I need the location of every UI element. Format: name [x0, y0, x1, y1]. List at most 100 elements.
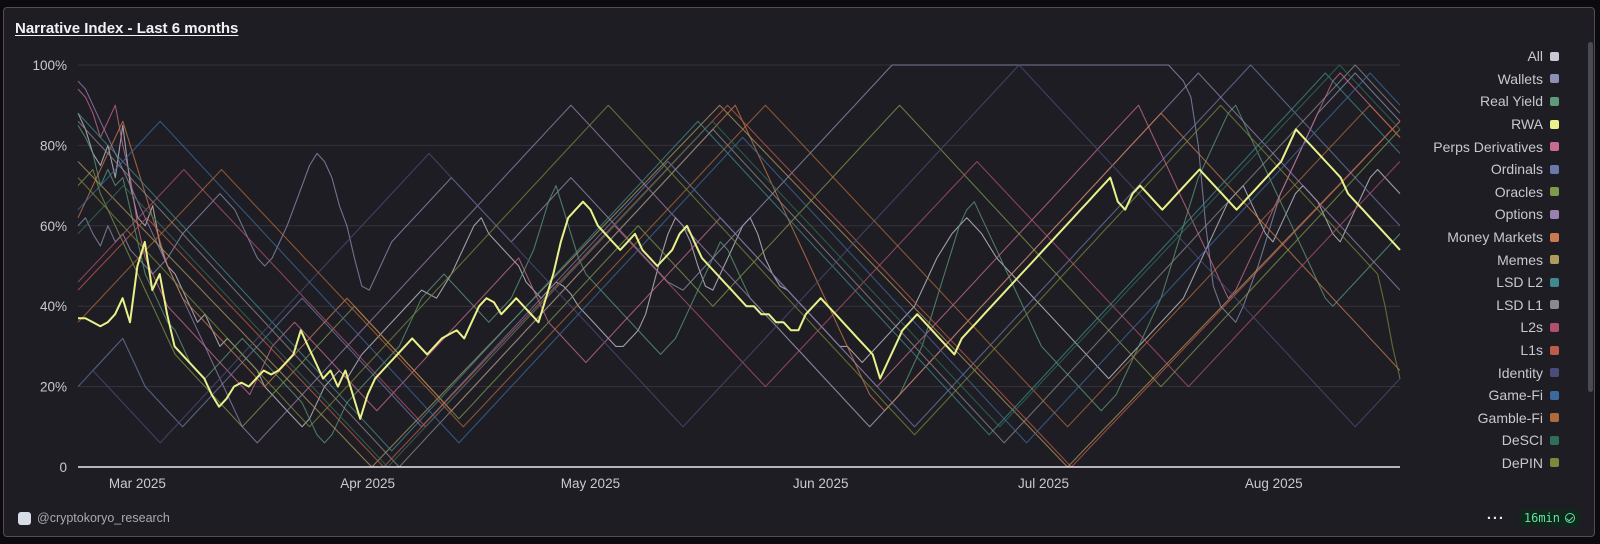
y-tick-label: 20% [40, 380, 67, 395]
more-options-button[interactable]: ··· [1486, 509, 1505, 527]
legend-item-wallets[interactable]: Wallets [1498, 68, 1559, 91]
series-line-desci [77, 64, 1401, 468]
series-line-game-fi [77, 72, 1401, 444]
refresh-badge[interactable]: 16min [1518, 509, 1580, 527]
legend-label: RWA [1511, 116, 1543, 133]
legend-scrollbar[interactable] [1588, 42, 1593, 392]
legend-swatch [1550, 74, 1559, 84]
series-line-rwa [78, 128, 1401, 420]
legend-label: L1s [1520, 342, 1543, 359]
legend-item-all[interactable]: All [1527, 45, 1559, 68]
series-line-gamble-fi [77, 104, 1401, 428]
series-line-wallets [77, 64, 1401, 323]
legend-item-perps-derivatives[interactable]: Perps Derivatives [1433, 135, 1559, 158]
legend-item-real-yield[interactable]: Real Yield [1480, 90, 1559, 113]
legend-swatch [1550, 96, 1559, 106]
series-line-lsd-l1 [77, 64, 1401, 468]
series-line-oracles [77, 104, 1401, 428]
legend-item-lsd-l2[interactable]: LSD L2 [1496, 271, 1559, 294]
legend-item-options[interactable]: Options [1495, 203, 1559, 226]
legend-swatch [1550, 345, 1559, 355]
legend-label: Gamble-Fi [1477, 409, 1543, 426]
check-circle-icon [1565, 513, 1575, 523]
legend-swatch [1550, 300, 1559, 310]
series-line-memes [77, 104, 1401, 468]
series-line-options [77, 72, 1401, 444]
legend-swatch [1550, 368, 1559, 378]
legend-item-identity[interactable]: Identity [1498, 361, 1559, 384]
legend-label: Identity [1497, 364, 1543, 381]
legend-label: Money Markets [1447, 229, 1543, 246]
legend-label: Game-Fi [1488, 387, 1543, 404]
y-tick-label: 100% [32, 58, 67, 73]
legend-swatch [1550, 322, 1559, 332]
legend-swatch [1550, 187, 1559, 197]
footer-controls: ··· 16min [1487, 509, 1580, 527]
legend-label: DeSCI [1501, 432, 1543, 449]
refresh-time: 16min [1523, 511, 1560, 525]
legend-swatch [1550, 51, 1559, 61]
legend-label: DePIN [1501, 454, 1543, 471]
legend-swatch [1550, 277, 1559, 287]
legend-label: Oracles [1494, 183, 1543, 200]
legend-swatch [1550, 255, 1559, 265]
legend-label: LSD L2 [1496, 274, 1543, 291]
series-line-perps-derivatives [77, 72, 1401, 412]
legend-label: Wallets [1497, 70, 1543, 87]
author-avatar-icon [18, 511, 31, 525]
legend: All Wallets Real Yield RWA Perps Derivatives… [1433, 45, 1559, 474]
legend-item-lsd-l1[interactable]: LSD L1 [1496, 294, 1559, 317]
legend-item-l2s[interactable]: L2s [1520, 316, 1559, 339]
legend-item-memes[interactable]: Memes [1497, 248, 1559, 271]
series-line-real-yield [77, 104, 1401, 444]
author-handle: @cryptokoryo_research [37, 511, 170, 525]
legend-item-l1s[interactable]: L1s [1520, 339, 1559, 362]
axes: 0 20% 40% 60% 80% 100% Mar 2025 Apr 2025 May 202… [32, 58, 1400, 491]
legend-item-oracles[interactable]: Oracles [1495, 181, 1559, 204]
legend-label: Options [1494, 206, 1543, 223]
chart-title[interactable]: Narrative Index - Last 6 months [15, 20, 239, 37]
series-line-identity [77, 64, 1401, 444]
series-line-lsd-l2 [77, 72, 1401, 452]
legend-swatch [1550, 232, 1559, 242]
line-chart: 0 20% 40% 60% 80% 100% Mar 2025 Apr 2025 May 202… [32, 58, 1401, 491]
legend-swatch [1550, 142, 1559, 152]
x-tick-label: May 2025 [561, 476, 620, 491]
legend-label: Ordinals [1490, 161, 1543, 178]
y-tick-label: 0 [59, 460, 67, 475]
legend-item-ordinals[interactable]: Ordinals [1491, 158, 1559, 181]
x-tick-label: Jun 2025 [793, 476, 849, 491]
legend-item-desci[interactable]: DeSCI [1502, 429, 1559, 452]
y-tick-label: 40% [40, 299, 67, 314]
attribution: @cryptokoryo_research [18, 511, 170, 525]
y-tick-label: 60% [40, 219, 67, 234]
series-line-l1s [77, 104, 1401, 468]
legend-label: LSD L1 [1496, 296, 1543, 313]
legend-label: All [1527, 48, 1543, 65]
legend-swatch [1550, 209, 1559, 219]
chart-panel: Narrative Index - Last 6 months 0 20% 40% 6… [3, 7, 1595, 537]
legend-item-rwa[interactable]: RWA [1511, 113, 1559, 136]
legend-label: Perps Derivatives [1433, 138, 1543, 155]
series-lines [77, 64, 1401, 468]
grid [78, 64, 1400, 388]
x-tick-label: Mar 2025 [109, 476, 166, 491]
series-line-all [77, 112, 1401, 428]
legend-item-game-fi[interactable]: Game-Fi [1489, 384, 1559, 407]
y-tick-label: 80% [40, 138, 67, 153]
legend-item-gamble-fi[interactable]: Gamble-Fi [1478, 407, 1559, 430]
legend-swatch [1550, 164, 1559, 174]
legend-swatch [1550, 413, 1559, 423]
series-line-l2s [77, 160, 1401, 428]
legend-swatch [1550, 119, 1559, 129]
legend-item-money-markets[interactable]: Money Markets [1447, 226, 1559, 249]
legend-label: L2s [1520, 319, 1543, 336]
series-line-depin [77, 104, 1401, 436]
legend-swatch [1550, 390, 1559, 400]
legend-swatch [1550, 458, 1559, 468]
legend-item-depin[interactable]: DePIN [1502, 452, 1559, 475]
x-tick-label: Aug 2025 [1245, 476, 1303, 491]
legend-label: Memes [1497, 251, 1543, 268]
x-tick-label: Apr 2025 [340, 476, 395, 491]
series-line-ordinals [77, 64, 1401, 428]
